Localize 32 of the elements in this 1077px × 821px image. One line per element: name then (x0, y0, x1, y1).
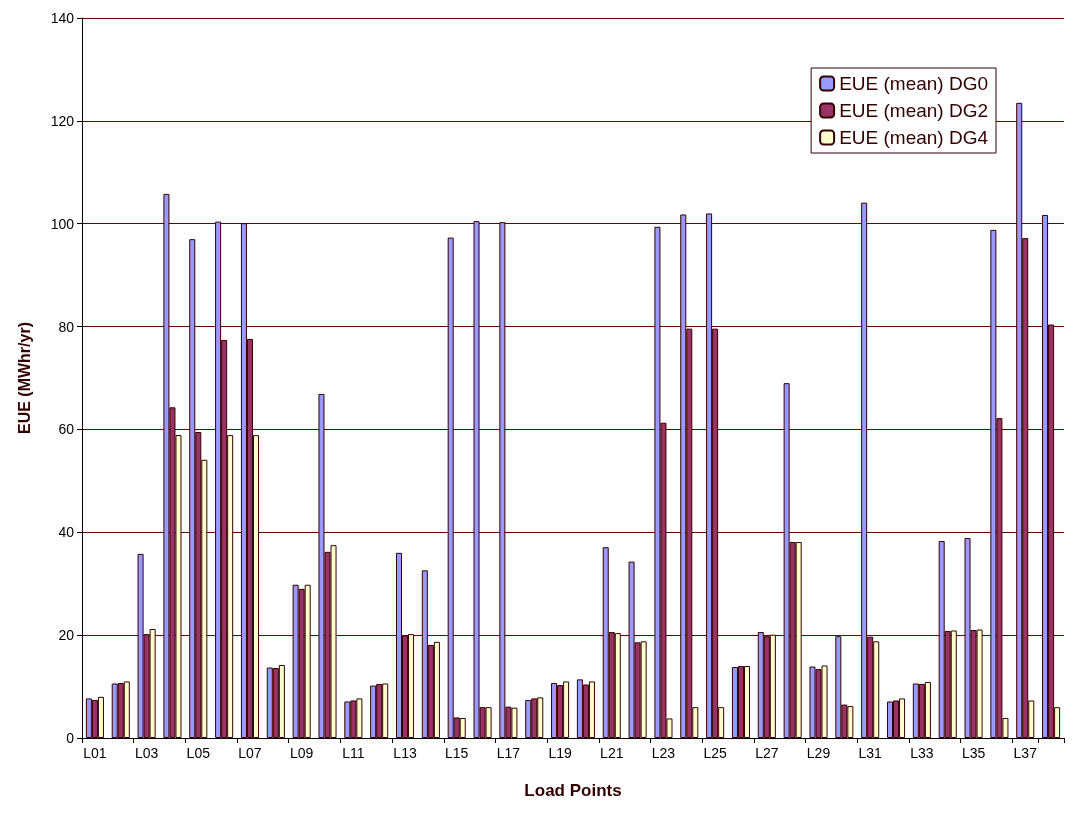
y-tick-label: 20 (58, 627, 75, 644)
x-tick-label: L11 (342, 745, 365, 761)
x-tick-label: L23 (651, 745, 676, 761)
x-tick-label: L13 (393, 745, 417, 761)
x-tick-label: L27 (755, 745, 779, 761)
x-tick-label: L07 (238, 745, 262, 761)
y-tick-label: 140 (50, 10, 75, 26)
x-tick-label: L25 (703, 745, 728, 761)
x-axis-title: Load Points (524, 781, 622, 800)
y-tick-label: 60 (58, 421, 75, 438)
y-tick-label: 40 (58, 524, 75, 541)
x-tick-label: L37 (1013, 745, 1038, 761)
x-tick-label: L21 (600, 745, 624, 761)
legend-label: EUE (mean) DG0 (839, 73, 988, 94)
x-tick-label: L17 (496, 745, 521, 761)
y-tick-label: 0 (66, 730, 75, 746)
x-tick-label: L33 (910, 745, 934, 761)
y-tick-label: 120 (50, 112, 75, 129)
x-tick-label: L01 (83, 745, 107, 761)
x-tick-label: L15 (445, 745, 469, 761)
x-tick-label: L19 (548, 745, 572, 761)
y-tick-label: 100 (50, 215, 75, 232)
y-tick-label: 80 (58, 318, 75, 335)
x-tick-label: L35 (961, 745, 986, 761)
y-axis-title: EUE (MWhr/yr) (15, 322, 33, 434)
legend-label: EUE (mean) DG2 (839, 100, 988, 121)
x-tick-label: L05 (186, 745, 211, 761)
x-tick-label: L31 (858, 745, 883, 761)
legend-label: EUE (mean) DG4 (839, 127, 989, 148)
x-tick-label: L09 (289, 745, 314, 761)
x-tick-label: L29 (806, 745, 831, 761)
x-tick-label: L03 (134, 745, 159, 761)
